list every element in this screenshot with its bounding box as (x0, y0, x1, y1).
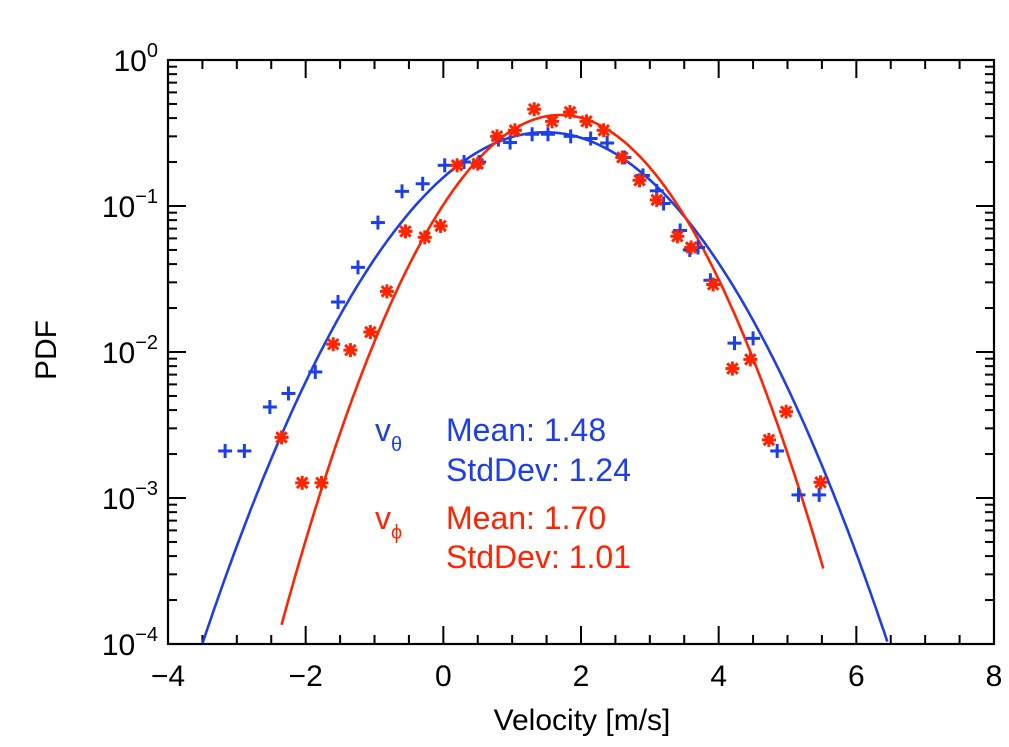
asterisk-marker (295, 475, 310, 490)
plus-marker (540, 127, 555, 142)
plus-marker (791, 487, 806, 502)
asterisk-marker (779, 404, 794, 419)
x-tick-label: −2 (289, 660, 323, 693)
plus-marker (503, 135, 518, 150)
data-markers (218, 102, 828, 502)
asterisk-marker (562, 105, 577, 120)
x-axis-label: Velocity [m/s] (494, 704, 671, 737)
y-tick-label: 100 (114, 40, 159, 78)
asterisk-marker (813, 475, 828, 490)
y-tick-label: 10−1 (102, 186, 158, 224)
asterisk-marker (632, 173, 647, 188)
y-tick-label: 10−4 (102, 624, 158, 662)
plus-marker (770, 443, 785, 458)
x-tick-label: 4 (710, 660, 727, 693)
theta-symbol: vθ (375, 412, 402, 456)
fit-curve-0 (201, 130, 889, 645)
plus-marker (746, 331, 761, 346)
asterisk-marker (761, 432, 776, 447)
y-tick-label: 10−3 (102, 478, 158, 516)
asterisk-marker (490, 129, 505, 144)
asterisk-marker (706, 277, 721, 292)
asterisk-marker (433, 218, 448, 233)
asterisk-marker (527, 102, 542, 117)
plus-marker (370, 215, 385, 230)
asterisk-marker (743, 352, 758, 367)
theta-mean: Mean: 1.48 (446, 412, 606, 448)
asterisk-marker (379, 284, 394, 299)
plus-marker (395, 184, 410, 199)
x-tick-label: 8 (986, 660, 1003, 693)
asterisk-marker (398, 224, 413, 239)
asterisk-marker (363, 325, 378, 340)
asterisk-marker (670, 229, 685, 244)
tick-labels: −4 −2 0 2 4 6 8 100 10−1 10−2 10−3 10−4 (102, 40, 1003, 693)
plus-marker (350, 260, 365, 275)
axes (167, 59, 995, 645)
asterisk-marker (450, 158, 465, 173)
plus-marker (563, 129, 578, 144)
asterisk-marker (545, 114, 560, 129)
asterisk-marker (507, 123, 522, 138)
asterisk-marker (343, 343, 358, 358)
plus-marker (583, 131, 598, 146)
plus-marker (308, 364, 323, 379)
plot-frame (166, 58, 996, 646)
asterisk-marker (314, 475, 329, 490)
asterisk-marker (579, 114, 594, 129)
x-tick-label: 0 (435, 660, 452, 693)
asterisk-marker (470, 156, 485, 171)
plus-marker (812, 487, 827, 502)
phi-symbol: vϕ (375, 500, 402, 544)
x-tick-label: 2 (573, 660, 590, 693)
plus-marker (331, 295, 346, 310)
plus-marker (281, 386, 296, 401)
plus-marker (262, 400, 277, 415)
x-tick-label: 6 (848, 660, 865, 693)
plus-marker (525, 127, 540, 142)
asterisk-marker (596, 123, 611, 138)
asterisk-marker (725, 361, 740, 376)
asterisk-marker (684, 240, 699, 255)
y-axis-label: PDF (30, 320, 63, 380)
asterisk-marker (326, 337, 341, 352)
phi-stddev: StdDev: 1.01 (446, 539, 631, 575)
theta-stddev: StdDev: 1.24 (446, 452, 631, 488)
plus-marker (218, 443, 233, 458)
x-tick-label: −4 (151, 660, 185, 693)
asterisk-marker (417, 230, 432, 245)
y-tick-label: 10−2 (102, 332, 158, 370)
asterisk-marker (649, 192, 664, 207)
asterisk-marker (274, 430, 289, 445)
phi-mean: Mean: 1.70 (446, 500, 606, 536)
asterisk-marker (615, 150, 630, 165)
plus-marker (600, 136, 615, 151)
plus-marker (237, 443, 252, 458)
plus-marker (415, 176, 430, 191)
plus-marker (727, 336, 742, 351)
plus-marker (437, 158, 452, 173)
